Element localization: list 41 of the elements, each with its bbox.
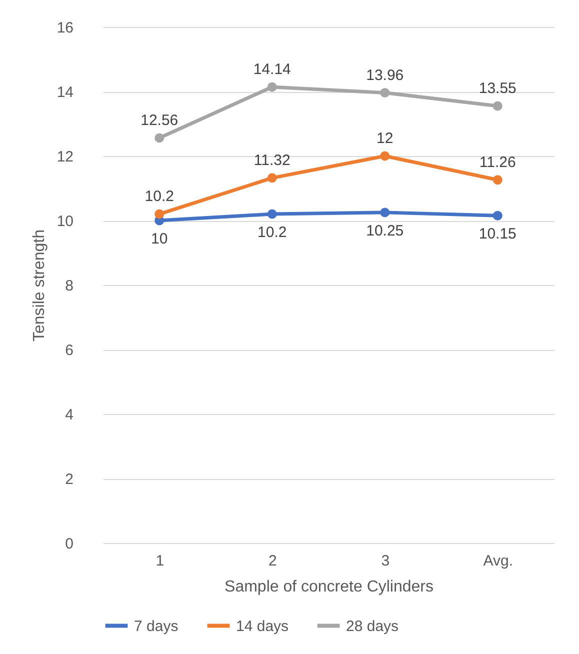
point: [380, 151, 390, 161]
legend-label: 14 days: [236, 618, 289, 635]
y-tick-label: 16: [56, 20, 74, 36]
x-tick-label: Avg.: [483, 552, 513, 570]
point: [267, 173, 277, 183]
point: [154, 209, 164, 219]
point: [154, 133, 164, 143]
point: [492, 101, 502, 111]
data-label: 14.14: [253, 60, 291, 78]
data-label: 10.2: [144, 188, 174, 206]
data-label: 11.32: [254, 152, 290, 169]
y-axis-title: Tensile strength: [30, 229, 48, 342]
point: [492, 175, 502, 185]
point: [492, 210, 502, 220]
data-label: 10.25: [366, 222, 404, 240]
x-tick-label: 2: [268, 552, 277, 570]
point: [267, 209, 277, 219]
data-label: 13.96: [366, 66, 404, 84]
data-label: 10: [151, 230, 168, 248]
y-tick-label: 6: [65, 342, 74, 359]
data-label: 10.2: [258, 224, 287, 242]
point: [267, 82, 277, 92]
legend-label: 7 days: [134, 618, 178, 635]
y-tick-label: 10: [56, 213, 74, 230]
y-tick-label: 4: [65, 406, 74, 424]
data-label: 10.15: [478, 226, 516, 243]
y-tick-label: 2: [65, 471, 74, 488]
data-label: 13.55: [478, 80, 516, 98]
y-tick-label: 8: [65, 278, 74, 294]
data-label: 12: [376, 130, 394, 147]
y-tick-label: 14: [56, 84, 74, 101]
data-label: 12.56: [140, 112, 178, 129]
y-tick-label: 0: [65, 536, 74, 552]
y-tick-label: 12: [56, 148, 74, 166]
x-tick-label: 1: [156, 552, 164, 570]
point: [380, 88, 390, 98]
data-label: 11.26: [479, 154, 516, 171]
x-axis-title: Sample of concrete Cylinders: [224, 578, 434, 596]
x-tick-label: 3: [381, 552, 390, 570]
legend-label: 28 days: [346, 618, 399, 635]
point: [380, 208, 390, 218]
